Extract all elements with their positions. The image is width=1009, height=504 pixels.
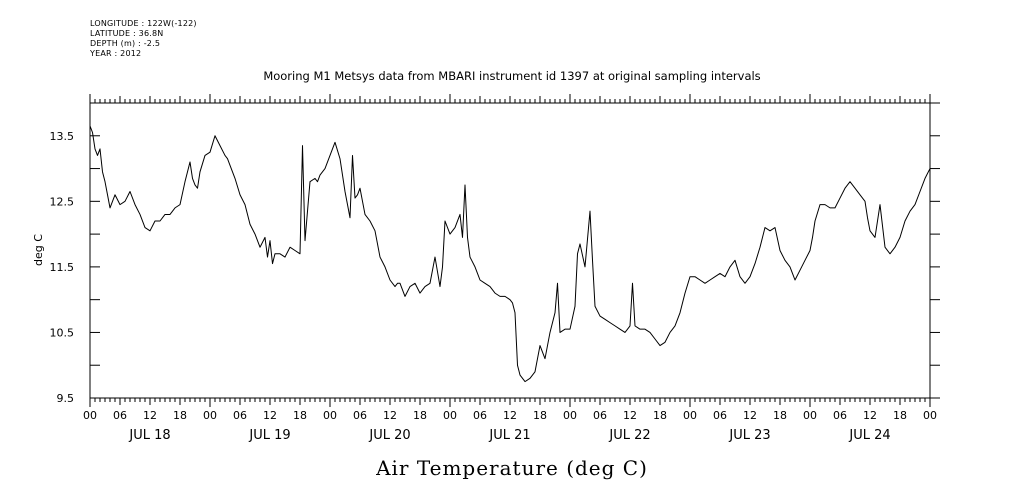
y-tick-label: 9.5 (57, 392, 75, 405)
depth-label: DEPTH (m) : -2.5 (90, 39, 161, 48)
x-tick-label: 06 (593, 409, 607, 422)
x-tick-label: 00 (443, 409, 457, 422)
plot-area (89, 125, 931, 383)
x-tick-label: 18 (173, 409, 187, 422)
x-day-label: JUL 19 (248, 428, 290, 443)
plot-frame (89, 102, 931, 399)
x-tick-label: 06 (713, 409, 727, 422)
x-tick-label: 06 (473, 409, 487, 422)
x-day-label: JUL 24 (848, 428, 890, 443)
x-tick-label: 18 (533, 409, 547, 422)
x-tick-label: 06 (833, 409, 847, 422)
x-day-label: JUL 18 (128, 428, 170, 443)
chart-title: Mooring M1 Metsys data from MBARI instru… (263, 69, 760, 83)
x-tick-label: 12 (503, 409, 517, 422)
x-tick-label: 00 (323, 409, 337, 422)
x-tick-label: 12 (143, 409, 157, 422)
x-axis-label: Air Temperature (deg C) (375, 456, 648, 480)
y-tick-label: 11.5 (50, 261, 75, 274)
x-tick-label: 18 (293, 409, 307, 422)
x-tick-label: 12 (863, 409, 877, 422)
chart-axes: 00 06 12 18 00 06 12 18 00 06 12 18 00 06 12 18 00 06 12 18… (50, 94, 940, 443)
x-tick-label: 18 (653, 409, 667, 422)
y-axis-label: deg C (32, 234, 45, 266)
temperature-series-line (89, 125, 931, 383)
x-tick-label: 18 (773, 409, 787, 422)
latitude-label: LATITUDE : 36.8N (90, 29, 164, 38)
x-tick-label: 12 (743, 409, 757, 422)
x-tick-label: 00 (203, 409, 217, 422)
x-day-label: JUL 23 (728, 428, 770, 443)
x-day-label: JUL 21 (488, 428, 530, 443)
x-tick-label: 00 (563, 409, 577, 422)
x-tick-label: 00 (803, 409, 817, 422)
longitude-label: LONGITUDE : 122W(-122) (90, 19, 197, 28)
y-tick-label: 13.5 (50, 130, 75, 143)
x-tick-label: 06 (233, 409, 247, 422)
x-tick-label: 12 (263, 409, 277, 422)
x-tick-label: 00 (923, 409, 937, 422)
x-day-label: JUL 20 (368, 428, 410, 443)
y-tick-label: 12.5 (50, 195, 75, 208)
y-tick-label: 10.5 (50, 326, 75, 339)
x-tick-label: 00 (683, 409, 697, 422)
x-tick-label: 06 (353, 409, 367, 422)
x-tick-label: 00 (83, 409, 97, 422)
x-tick-label: 06 (113, 409, 127, 422)
metadata-block: LONGITUDE : 122W(-122) LATITUDE : 36.8N … (90, 19, 197, 59)
year-label: YEAR : 2012 (90, 49, 142, 58)
x-tick-label: 18 (413, 409, 427, 422)
x-day-label: JUL 22 (608, 428, 650, 443)
x-tick-label: 18 (893, 409, 907, 422)
x-tick-label: 12 (383, 409, 397, 422)
x-tick-label: 12 (623, 409, 637, 422)
